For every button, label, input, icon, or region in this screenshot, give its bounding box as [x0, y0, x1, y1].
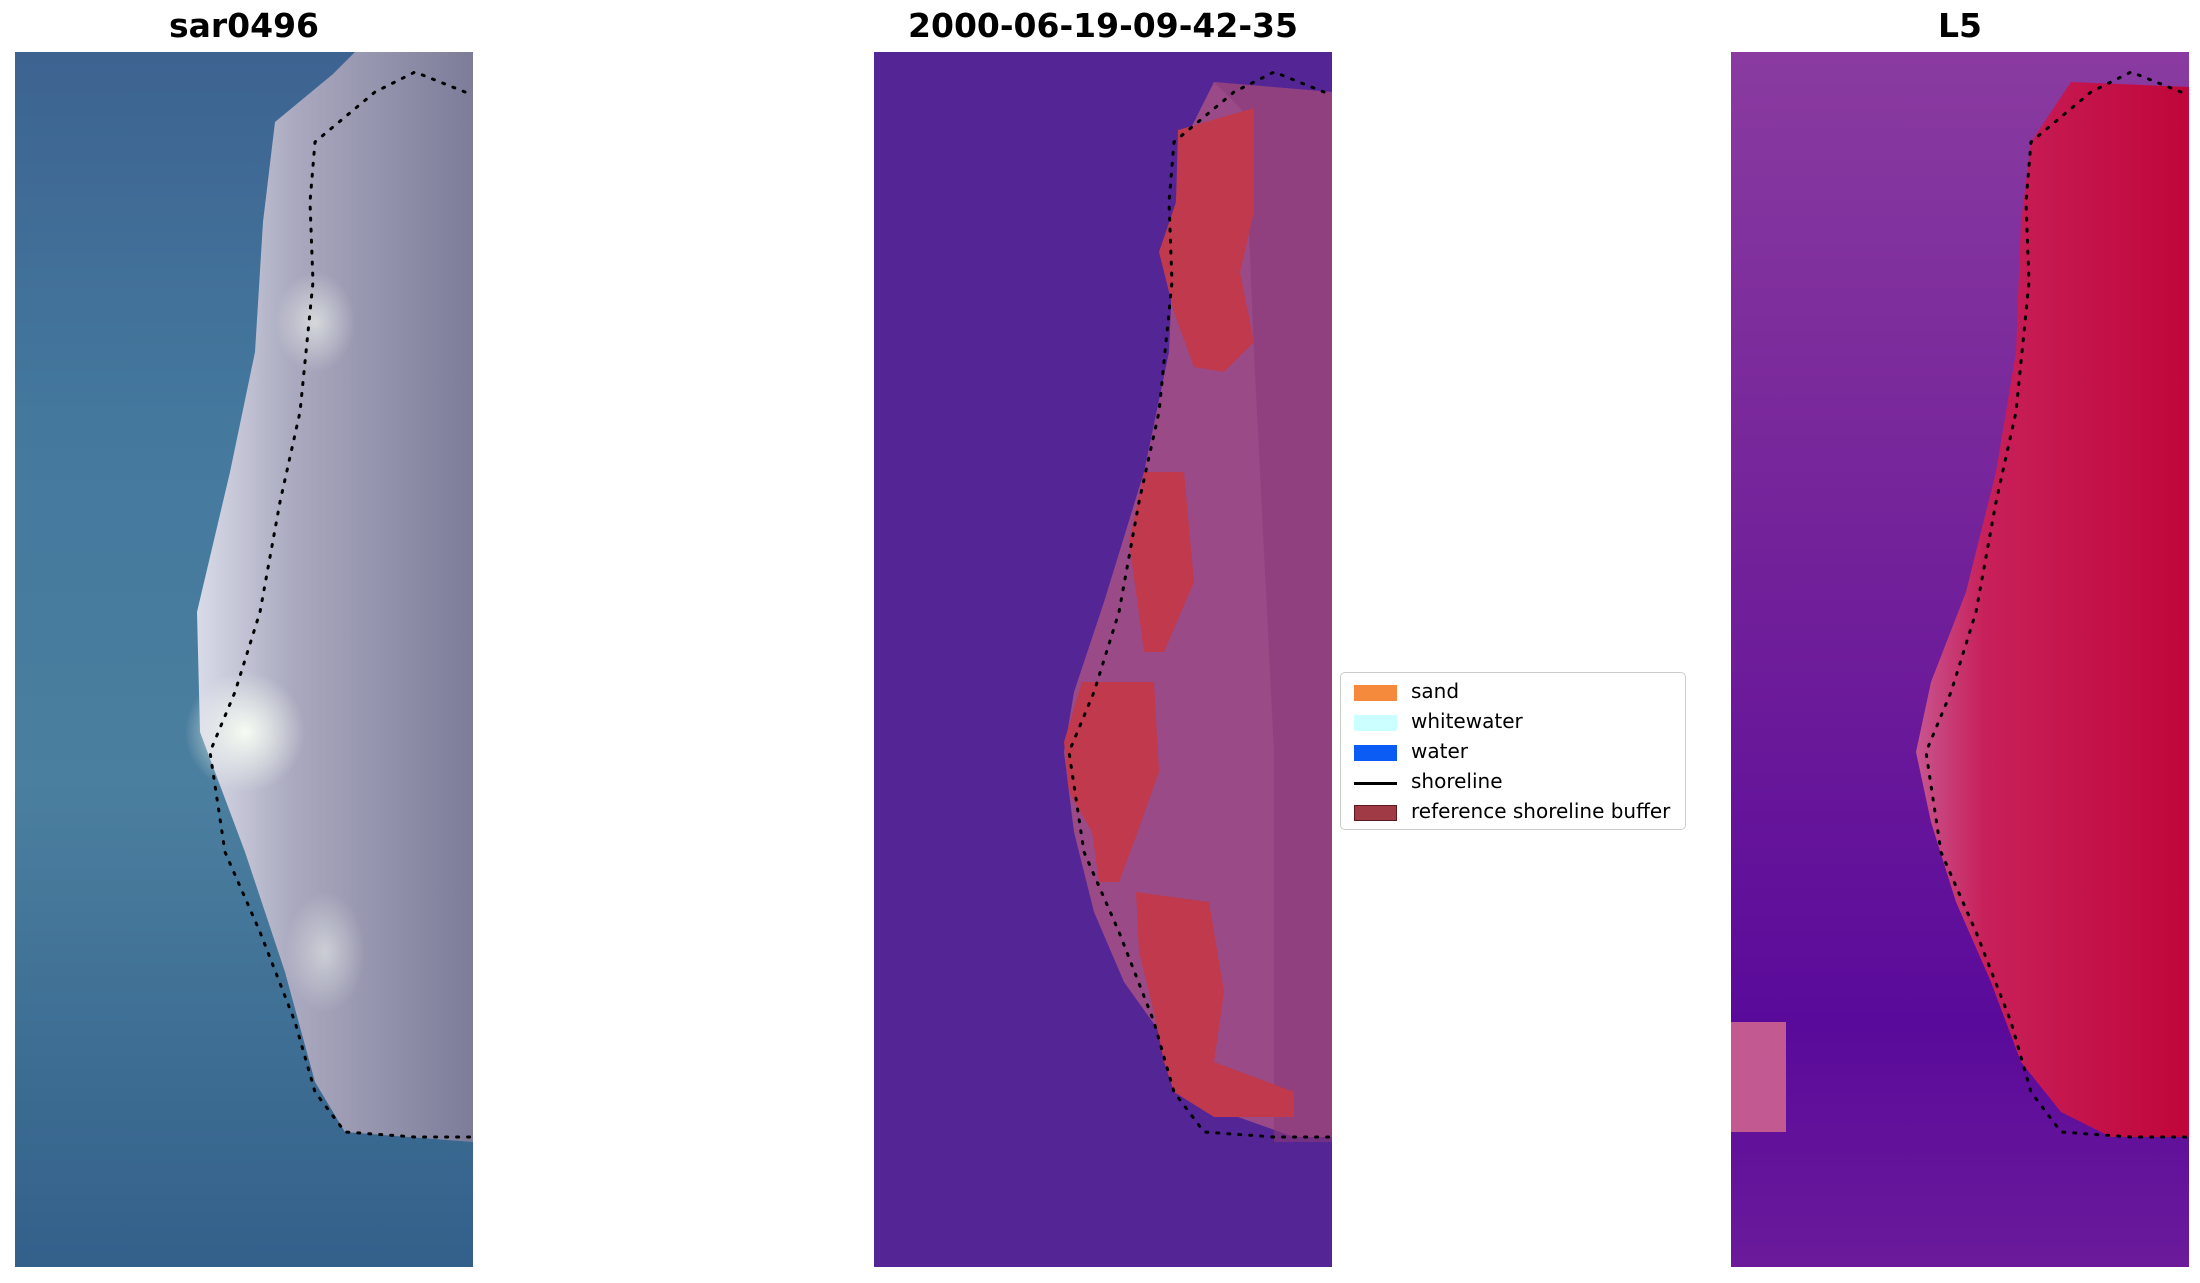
index-image [1731, 52, 2189, 1267]
reference-shoreline-buffer-swatch [1354, 805, 1397, 821]
index-image-panel [1731, 52, 2189, 1267]
legend-label-reference-shoreline-buffer: reference shoreline buffer [1411, 799, 1671, 823]
panel-title-classified: 2000-06-19-09-42-35 [908, 6, 1298, 45]
classified-image-panel [874, 52, 1332, 1267]
whitewater-swatch [1354, 715, 1397, 731]
legend-item-whitewater: whitewater [1347, 707, 1677, 735]
legend-item-reference-shoreline-buffer: reference shoreline buffer [1347, 797, 1677, 825]
legend-item-sand: sand [1347, 677, 1677, 705]
panel-title-rgb: sar0496 [168, 6, 320, 45]
legend-label-sand: sand [1411, 679, 1460, 703]
legend-label-shoreline: shoreline [1411, 769, 1503, 793]
legend-item-water: water [1347, 737, 1677, 765]
legend-label-water: water [1411, 739, 1468, 763]
legend: sand whitewater water shoreline referenc… [1340, 672, 1686, 830]
rgb-image [15, 52, 473, 1267]
classified-image [874, 52, 1332, 1267]
legend-label-whitewater: whitewater [1411, 709, 1523, 733]
water-swatch [1354, 745, 1397, 761]
rgb-image-panel [15, 52, 473, 1267]
legend-item-shoreline: shoreline [1347, 767, 1677, 795]
panel-title-index: L5 [1938, 6, 1982, 45]
shoreline-line-swatch [1354, 782, 1397, 785]
sand-swatch [1354, 685, 1397, 701]
